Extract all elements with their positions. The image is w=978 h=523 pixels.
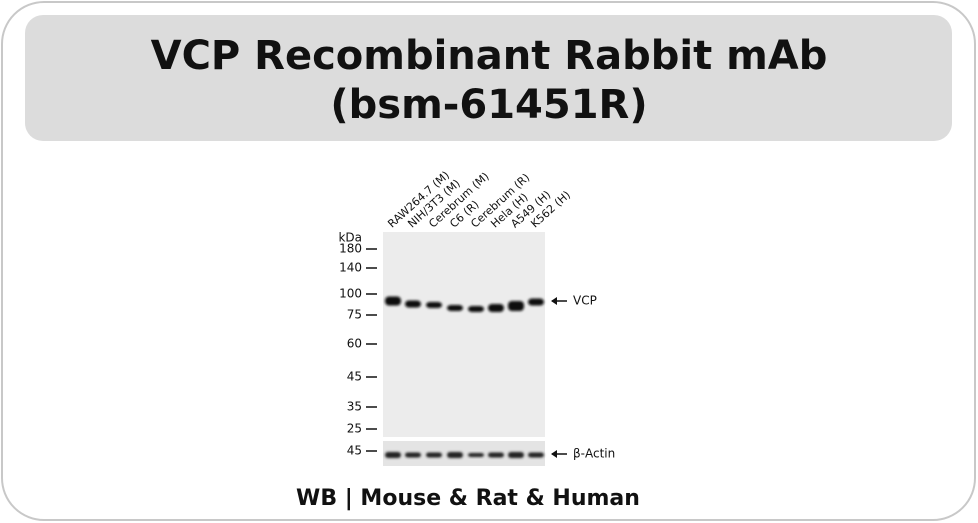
vcp-band [488,304,504,312]
actin-band [468,453,484,457]
actin-band [508,452,524,458]
title-line: (bsm-61451R) [330,82,647,128]
actin-band [405,452,421,458]
vcp-band [426,302,442,308]
actin-band [426,452,442,458]
target-label: β-Actin [573,447,615,461]
marker-label: 45 [347,370,362,384]
footer: WB | Mouse & Rat & Human [296,486,640,511]
actin-band [528,452,544,458]
marker-label: 75 [347,308,362,322]
marker-label: 140 [339,261,362,275]
unit-label: kDa [338,231,362,245]
arrow-head [551,450,557,458]
actin-band [488,452,504,458]
vcp-band [405,300,421,308]
marker-label: 60 [347,337,362,351]
marker-label: 100 [339,287,362,301]
marker-label: 180 [339,242,362,256]
vcp-band [528,298,544,306]
vcp-band [468,306,484,312]
header-box [25,15,952,141]
vcp-band [447,305,463,311]
vcp-band [508,301,524,311]
arrow-head [551,297,557,305]
vcp-band [385,296,401,306]
marker-label: 45 [347,444,362,458]
target-label: VCP [573,294,597,308]
actin-band [447,452,463,458]
marker-label: 35 [347,400,362,414]
actin-band [385,452,401,458]
marker-label: 25 [347,422,362,436]
blot-panel [383,232,545,437]
title-line: VCP Recombinant Rabbit mAb [151,33,828,79]
